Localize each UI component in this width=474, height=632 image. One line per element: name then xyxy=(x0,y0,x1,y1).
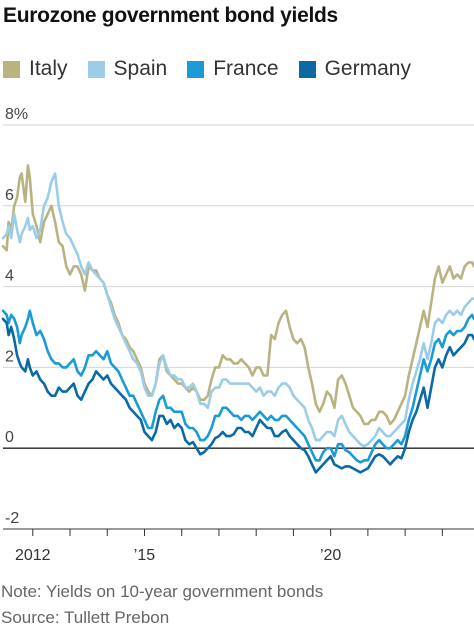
y-tick-label: 4 xyxy=(5,268,14,285)
legend-label-italy: Italy xyxy=(29,57,68,80)
y-tick-label: 8% xyxy=(5,106,28,123)
legend-item-france: France xyxy=(187,57,279,81)
y-tick-label: 6 xyxy=(5,187,14,204)
legend-label-germany: Germany xyxy=(324,57,411,80)
chart-title: Eurozone government bond yields xyxy=(3,4,338,27)
legend-item-italy: Italy xyxy=(3,57,68,81)
y-tick-label: 2 xyxy=(5,348,14,365)
series-line-spain xyxy=(1,172,474,448)
legend: Italy Spain France Germany xyxy=(3,56,431,82)
chart-source: Source: Tullett Prebon xyxy=(1,608,170,627)
series-line-germany xyxy=(1,317,474,474)
legend-item-germany: Germany xyxy=(298,57,411,81)
legend-swatch-france xyxy=(187,60,205,78)
x-tick-label: ’20 xyxy=(320,547,341,564)
legend-item-spain: Spain xyxy=(87,57,168,81)
series-line-france xyxy=(1,309,474,464)
legend-swatch-italy xyxy=(3,60,20,78)
legend-swatch-spain xyxy=(87,60,105,78)
x-tick-label: ’15 xyxy=(134,547,155,564)
legend-swatch-germany xyxy=(298,60,316,78)
y-tick-label: 0 xyxy=(5,429,14,446)
y-tick-label: -2 xyxy=(5,510,19,527)
chart-note: Note: Yields on 10-year government bonds xyxy=(1,582,324,601)
legend-label-france: France xyxy=(213,57,279,80)
line-chart: -2 0 2 4 6 8% 2012 ’15 ’20 xyxy=(1,106,474,564)
legend-label-spain: Spain xyxy=(113,57,168,80)
series-line-italy xyxy=(1,164,474,426)
x-tick-label: 2012 xyxy=(15,547,51,564)
